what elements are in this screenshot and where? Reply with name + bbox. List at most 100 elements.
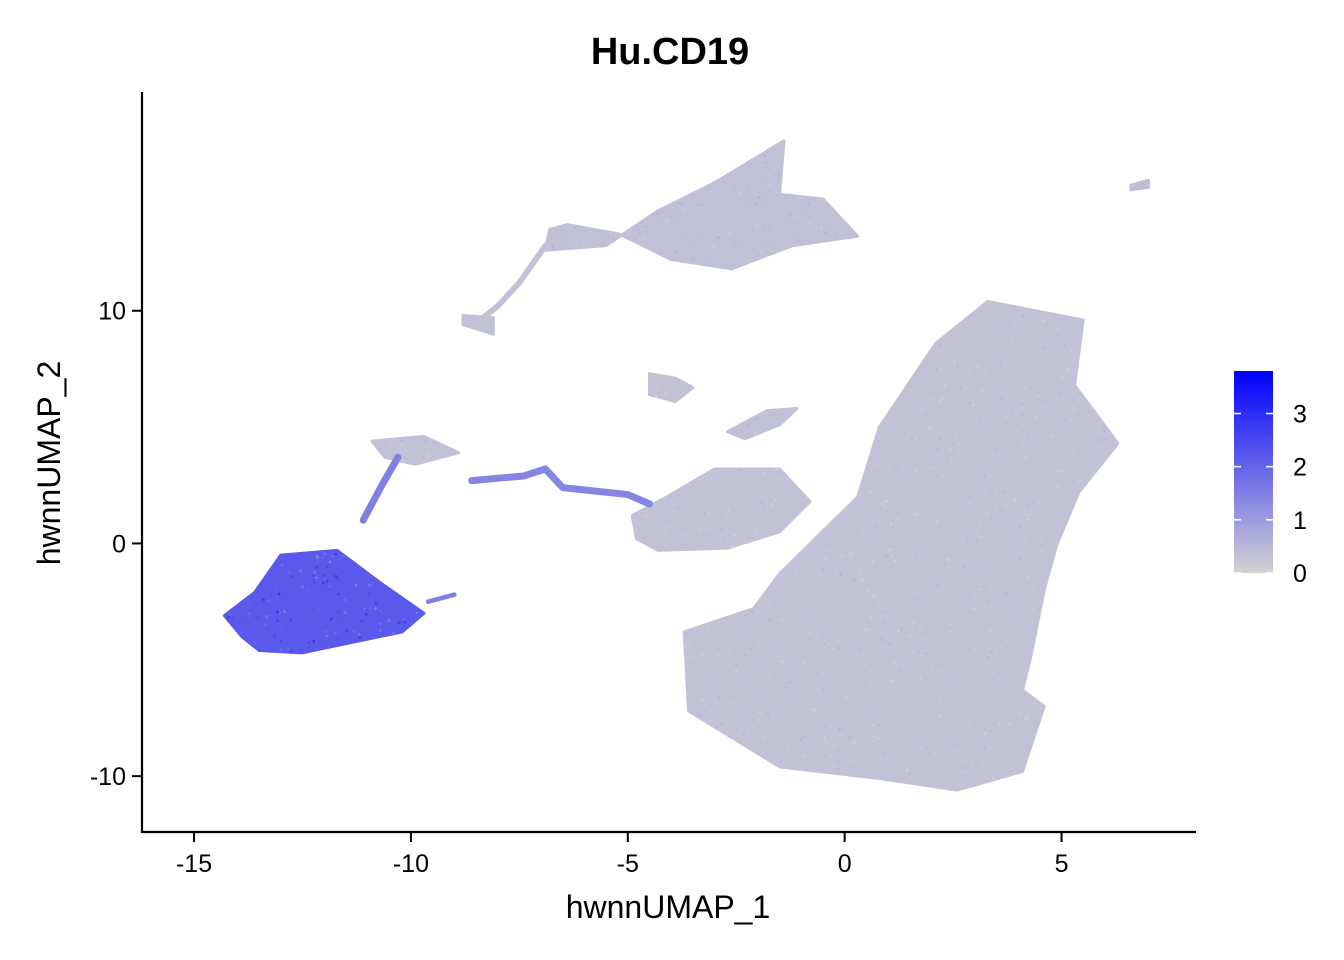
cell-point bbox=[899, 477, 902, 481]
cell-point bbox=[354, 583, 358, 587]
cell-point bbox=[919, 780, 922, 783]
cell-point bbox=[1079, 479, 1082, 483]
cell-point bbox=[979, 656, 983, 659]
cell-point bbox=[976, 539, 979, 543]
cell-point bbox=[947, 558, 950, 561]
cell-point bbox=[1034, 415, 1038, 418]
cell-point bbox=[727, 540, 730, 543]
cell-point bbox=[299, 570, 302, 573]
cell-point bbox=[906, 709, 909, 712]
y-tick-label: -10 bbox=[90, 763, 126, 791]
cell-point bbox=[844, 695, 848, 699]
cell-point bbox=[974, 704, 978, 707]
cell-point bbox=[970, 372, 973, 375]
cell-point bbox=[824, 675, 828, 679]
cell-point bbox=[741, 691, 745, 695]
cell-point bbox=[803, 590, 806, 594]
cell-point bbox=[1065, 319, 1069, 322]
cell-point bbox=[931, 709, 935, 713]
cell-point bbox=[980, 779, 984, 782]
cell-point bbox=[802, 735, 805, 738]
cell-point bbox=[750, 610, 754, 613]
colorbar-ticks: 0 1 2 3 bbox=[1234, 401, 1307, 588]
cell-point bbox=[787, 501, 790, 504]
cell-point bbox=[964, 593, 967, 597]
cell-point bbox=[1026, 590, 1030, 593]
cell-point bbox=[959, 562, 962, 566]
cell-point bbox=[915, 512, 919, 516]
cell-point bbox=[701, 698, 704, 702]
x-tick-label: -10 bbox=[393, 850, 429, 878]
cell-point bbox=[653, 517, 657, 520]
cell-point bbox=[664, 219, 668, 222]
cell-point bbox=[1024, 387, 1027, 390]
cell-point bbox=[734, 264, 737, 268]
cell-point bbox=[983, 457, 987, 460]
cell-point bbox=[885, 454, 888, 458]
cell-point bbox=[1029, 654, 1032, 657]
cell-point bbox=[888, 691, 892, 694]
cell-point bbox=[877, 646, 881, 650]
cell-point bbox=[762, 471, 766, 475]
cell-point bbox=[920, 654, 924, 658]
cell-point bbox=[944, 736, 947, 740]
cell-point bbox=[301, 585, 304, 589]
cell-point bbox=[1089, 435, 1092, 438]
cluster-body bbox=[726, 406, 799, 441]
cell-point bbox=[909, 647, 912, 651]
cell-point bbox=[1016, 589, 1019, 593]
cluster-body bbox=[461, 313, 495, 336]
cell-point bbox=[749, 254, 753, 257]
cell-point bbox=[644, 225, 648, 228]
cell-point bbox=[755, 417, 758, 421]
cell-point bbox=[797, 663, 801, 667]
cell-point bbox=[1023, 614, 1027, 618]
cell-point bbox=[713, 621, 717, 624]
cell-point bbox=[889, 736, 892, 740]
cell-point bbox=[965, 525, 968, 529]
cell-point bbox=[274, 582, 277, 586]
cell-point bbox=[998, 330, 1001, 333]
cell-point bbox=[291, 575, 294, 578]
cell-point bbox=[548, 230, 552, 233]
cell-point bbox=[637, 238, 641, 242]
cell-point bbox=[980, 763, 983, 767]
cell-point bbox=[283, 610, 286, 613]
cell-point bbox=[890, 554, 893, 558]
cell-point bbox=[863, 574, 866, 577]
cell-point bbox=[696, 259, 700, 262]
cell-point bbox=[1071, 381, 1075, 384]
cell-point bbox=[834, 771, 837, 775]
cell-point bbox=[1004, 385, 1008, 389]
cell-point bbox=[654, 238, 658, 242]
cell-point bbox=[739, 468, 742, 472]
cell-point bbox=[821, 234, 825, 237]
cell-point bbox=[323, 552, 326, 556]
cell-point bbox=[763, 154, 766, 158]
cell-point bbox=[737, 540, 740, 544]
cell-point bbox=[991, 445, 994, 449]
cell-point bbox=[491, 331, 495, 335]
cell-point bbox=[930, 667, 933, 670]
cell-point bbox=[939, 437, 942, 440]
cell-point bbox=[356, 588, 360, 592]
cell-point bbox=[811, 707, 814, 710]
cell-point bbox=[870, 616, 873, 620]
cell-point bbox=[753, 432, 757, 436]
cell-point bbox=[994, 648, 997, 651]
cell-point bbox=[374, 607, 377, 610]
cell-point bbox=[297, 573, 300, 576]
cell-point bbox=[378, 629, 382, 632]
y-tick-label: 0 bbox=[112, 530, 126, 558]
cell-point bbox=[651, 223, 655, 227]
cell-point bbox=[966, 537, 969, 541]
cell-point bbox=[1025, 717, 1028, 720]
cell-point bbox=[706, 638, 710, 642]
cell-point bbox=[901, 655, 905, 659]
cell-point bbox=[852, 740, 856, 744]
cell-point bbox=[989, 586, 993, 589]
cell-point bbox=[228, 612, 232, 616]
cell-point bbox=[830, 525, 834, 529]
cell-point bbox=[626, 233, 629, 236]
cell-point bbox=[871, 734, 874, 738]
